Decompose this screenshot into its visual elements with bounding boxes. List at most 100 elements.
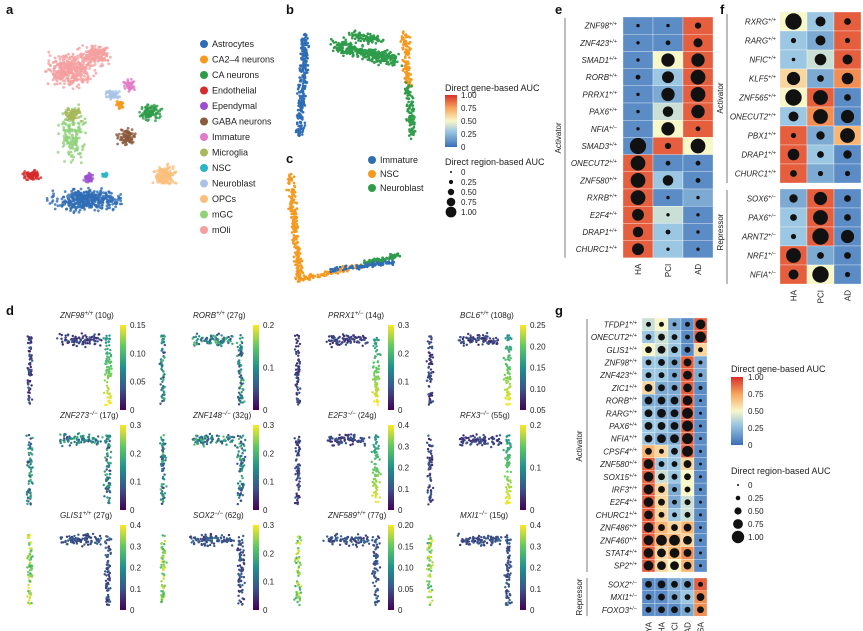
legend-label: Immature xyxy=(380,155,418,165)
umap-point xyxy=(80,332,84,335)
umap-point xyxy=(508,368,512,371)
umap-point xyxy=(297,452,300,455)
umap-point xyxy=(293,501,297,505)
umap-point xyxy=(69,206,73,210)
umap-point xyxy=(308,273,312,277)
umap-point xyxy=(29,502,32,505)
umap-point xyxy=(105,46,109,50)
umap-point xyxy=(61,341,64,344)
umap-point xyxy=(487,342,490,346)
umap-point xyxy=(325,340,328,343)
umap-point xyxy=(296,484,299,487)
umap-point xyxy=(361,45,364,48)
umap-point xyxy=(331,49,335,53)
umap-point xyxy=(44,70,48,73)
umap-point xyxy=(101,197,105,201)
regulon-genotype: +/− xyxy=(355,311,364,317)
umap-point xyxy=(90,44,94,48)
umap-point xyxy=(68,435,71,438)
umap-point xyxy=(106,488,109,491)
umap-point xyxy=(374,42,378,45)
regulon-gene-count: (27g) xyxy=(227,311,246,320)
umap-point xyxy=(344,433,347,437)
umap-point xyxy=(366,58,370,61)
umap-point xyxy=(99,193,102,197)
umap-point xyxy=(347,42,351,46)
size-legend-dot xyxy=(450,171,452,173)
umap-point xyxy=(361,57,364,61)
umap-point xyxy=(294,345,298,348)
umap-point xyxy=(294,217,297,220)
umap-point xyxy=(200,439,204,443)
regulon-genotype: −/− xyxy=(89,411,98,417)
umap-point xyxy=(96,340,99,343)
umap-point xyxy=(27,397,30,401)
umap-point xyxy=(77,115,81,119)
size-legend-label: 0.75 xyxy=(461,198,477,207)
umap-point xyxy=(114,103,118,107)
umap-point xyxy=(335,439,338,442)
umap-point xyxy=(87,196,90,200)
umap-point xyxy=(75,148,79,152)
umap-point xyxy=(55,74,59,78)
umap-point xyxy=(376,386,379,390)
umap-point xyxy=(302,126,306,129)
umap-point xyxy=(301,82,305,85)
umap-point xyxy=(171,165,175,168)
umap-point xyxy=(407,100,410,104)
legend-swatch xyxy=(200,226,208,234)
umap-point xyxy=(241,377,244,380)
umap-point xyxy=(240,340,243,343)
umap-point xyxy=(160,464,163,468)
umap-point xyxy=(67,52,70,56)
umap-point xyxy=(103,470,107,473)
colorbar-tick: 0.20 xyxy=(530,342,546,351)
umap-point xyxy=(352,33,356,37)
umap-point xyxy=(298,477,302,480)
umap-point xyxy=(332,46,336,49)
umap-point xyxy=(31,448,34,452)
gene-auc-colorbar xyxy=(445,95,457,147)
umap-point xyxy=(123,87,127,90)
umap-point xyxy=(376,375,379,378)
umap-point xyxy=(297,273,301,277)
umap-point xyxy=(373,37,376,41)
umap-point xyxy=(53,56,57,60)
umap-point xyxy=(107,190,111,194)
umap-point xyxy=(373,339,376,342)
umap-point xyxy=(244,455,247,459)
umap-point xyxy=(193,443,196,446)
umap-point xyxy=(396,252,400,255)
umap-point xyxy=(111,207,115,211)
umap-point xyxy=(108,344,111,347)
umap-point xyxy=(412,125,416,129)
umap-point xyxy=(431,362,434,366)
umap-point xyxy=(108,337,111,340)
umap-point xyxy=(302,279,305,282)
umap-point xyxy=(72,337,76,340)
umap-point xyxy=(109,396,112,400)
umap-point xyxy=(408,124,412,127)
umap-point xyxy=(374,341,378,345)
feature-colorbar xyxy=(388,425,394,510)
umap-point xyxy=(91,53,95,56)
umap-point xyxy=(86,78,89,82)
umap-point xyxy=(63,82,66,85)
umap-point xyxy=(57,55,61,58)
umap-point xyxy=(106,392,109,395)
umap-point xyxy=(105,479,108,483)
umap-point xyxy=(505,388,509,392)
umap-point xyxy=(160,363,163,366)
umap-point xyxy=(64,117,68,121)
umap-point xyxy=(296,386,299,389)
umap-point xyxy=(301,46,305,49)
umap-point xyxy=(374,474,377,478)
umap-point xyxy=(393,63,396,67)
umap-point xyxy=(161,457,164,460)
umap-point xyxy=(72,79,75,83)
umap-point xyxy=(287,188,291,192)
umap-point xyxy=(363,52,367,55)
umap-point xyxy=(69,160,73,164)
umap-point xyxy=(429,368,433,371)
umap-point xyxy=(205,440,208,443)
